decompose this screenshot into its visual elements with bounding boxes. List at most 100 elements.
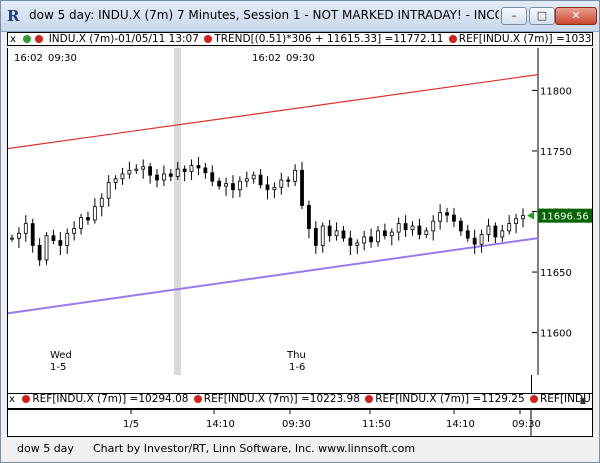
candle-down — [155, 174, 159, 181]
candle-down — [210, 172, 215, 182]
lower-trendline — [8, 237, 539, 315]
candle-up — [113, 178, 118, 183]
candle-down — [203, 167, 208, 174]
ref-label: REF[INDU.X (7m)] =1129.25 — [375, 393, 525, 405]
candle-up — [500, 230, 505, 238]
status-chart-name: dow 5 day — [17, 442, 74, 455]
candle-up — [362, 236, 367, 244]
candle-down — [382, 230, 387, 237]
strip-close-icon[interactable]: x — [10, 34, 16, 45]
x-axis-svg: 1/5 14:10 09:30 11:50 14:10 09:30 — [123, 410, 541, 436]
session-highlight-band — [174, 48, 181, 375]
candle-up — [279, 179, 284, 188]
candle-down — [217, 180, 222, 187]
chart-bottom-padding — [7, 375, 593, 393]
time-label: 09:30 — [286, 53, 315, 64]
candle-up — [521, 215, 525, 220]
x-tick-label: 09:30 — [282, 419, 311, 430]
ref-label: REF[INDU.X (7m)] =10334.8... — [458, 33, 592, 45]
candle-up — [224, 183, 228, 187]
red-dot-icon[interactable] — [204, 35, 213, 43]
title-bar[interactable]: R dow 5 day: INDU.X (7m) 7 Minutes, Sess… — [1, 1, 599, 32]
candle-up — [79, 217, 83, 229]
candle-down — [465, 230, 470, 239]
status-bar: dow 5 day Chart by Investor/RT, Linn Sof… — [7, 441, 593, 459]
x-axis: ▼ 1/5 14:10 09:30 11:50 14:10 09:30 — [7, 396, 593, 437]
status-credit: Chart by Investor/RT, Linn Software, Inc… — [93, 442, 416, 455]
candle-down — [265, 184, 270, 191]
candle-up — [424, 230, 429, 235]
time-label: 09:30 — [48, 53, 77, 64]
candle-up — [486, 225, 491, 235]
candle-down — [341, 230, 346, 239]
day-date-label: 1-5 — [50, 362, 66, 373]
symbol-label: INDU.X (7m)-01/05/11 13:07 — [48, 33, 199, 45]
x-ticks: 1/5 14:10 09:30 11:50 14:10 09:30 — [123, 410, 541, 430]
green-dot-icon[interactable] — [23, 35, 32, 43]
red-dot-icon[interactable] — [193, 395, 202, 403]
y-tick-label: 11750 — [540, 147, 572, 158]
day-date-label: 1-6 — [289, 362, 305, 373]
candle-up — [44, 235, 49, 261]
upper-trendline — [8, 74, 539, 150]
candle-down — [30, 223, 35, 246]
candle-down — [445, 212, 449, 216]
candle-up — [141, 166, 146, 170]
chart-svg: 16:02 09:30 16:02 09:30 Wed 1-5 Thu 1-6 … — [8, 48, 592, 375]
y-tick-label: 11650 — [540, 268, 572, 279]
ref-label: REF[INDU.X (7m)] =10223.98 — [203, 393, 360, 405]
indicator-strip-top: x INDU.X (7m)-01/05/11 13:07 TREND[(0.51… — [7, 32, 593, 46]
red-dot-icon[interactable] — [529, 395, 538, 403]
candle-up — [376, 230, 380, 243]
minimize-button[interactable]: – — [501, 7, 527, 25]
candle-up — [320, 225, 325, 246]
candle-up — [334, 230, 339, 237]
strip-close-icon[interactable]: x — [9, 394, 15, 405]
x-tick-label: 14:10 — [206, 419, 235, 430]
day-label: Wed — [50, 350, 72, 361]
y-tick-label: 11600 — [540, 329, 572, 340]
red-dot-icon[interactable] — [448, 35, 457, 43]
candle-up — [134, 168, 139, 171]
red-dot-icon[interactable] — [35, 35, 44, 43]
candle-up — [65, 232, 70, 246]
candle-up — [92, 206, 97, 221]
candle-down — [196, 165, 201, 169]
maximize-button[interactable]: □ — [529, 7, 555, 25]
ref-label: REF[INDU.X (7... — [539, 393, 593, 405]
x-tick-label: 11:50 — [362, 419, 391, 430]
candle-down — [417, 225, 422, 235]
candle-down — [452, 214, 456, 222]
candle-down — [168, 173, 173, 177]
candle-up — [237, 180, 242, 191]
chart-overlay: 118001175011700116501160011696.56 — [8, 74, 592, 340]
close-button[interactable]: ✕ — [555, 7, 597, 25]
price-chart[interactable]: 16:02 09:30 16:02 09:30 Wed 1-5 Thu 1-6 … — [7, 48, 593, 375]
candle-up — [438, 212, 443, 222]
scroll-down-icon[interactable]: ▼ — [579, 396, 587, 405]
bottom-strip-content: x REF[INDU.X (7m)] =10294.08 REF[INDU.X … — [7, 393, 593, 407]
candle-down — [258, 174, 263, 186]
red-dot-icon[interactable] — [22, 395, 31, 403]
window-title: dow 5 day: INDU.X (7m) 7 Minutes, Sessio… — [29, 8, 499, 22]
day-label: Thu — [286, 350, 306, 361]
candle-up — [410, 225, 415, 231]
candle-down — [231, 183, 235, 191]
candle-up — [251, 174, 256, 180]
candle-down — [493, 225, 498, 238]
ref-label: REF[INDU.X (7m)] =10294.08 — [32, 393, 189, 405]
candle-up — [389, 231, 394, 237]
x-tick-label: 1/5 — [123, 419, 139, 430]
candle-up — [272, 186, 277, 191]
candle-down — [300, 169, 304, 206]
candle-up — [189, 165, 194, 172]
candle-down — [348, 237, 353, 246]
candle-up — [99, 197, 104, 208]
scroll-up-icon[interactable]: ▲ — [579, 396, 587, 405]
red-dot-icon[interactable] — [365, 395, 374, 403]
y-tick-label: 11800 — [540, 86, 572, 97]
last-price-arrow-icon — [527, 211, 534, 220]
candle-down — [37, 245, 42, 261]
last-price-box — [538, 208, 592, 223]
last-price-label: 11696.56 — [541, 212, 589, 223]
